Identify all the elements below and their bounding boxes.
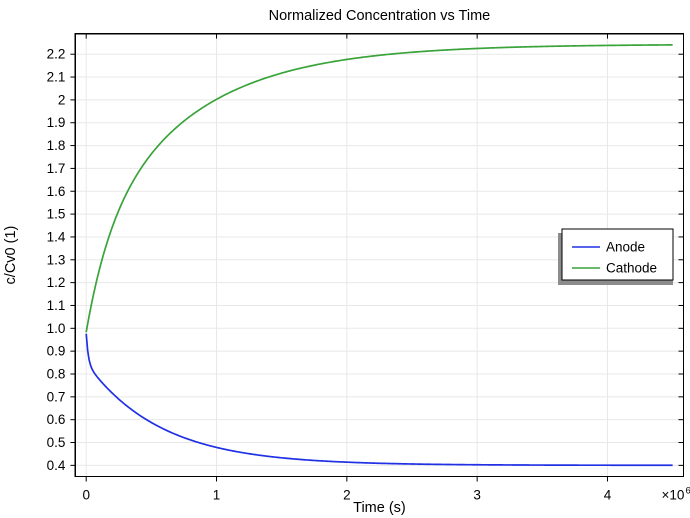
svg-text:1.5: 1.5 — [47, 207, 66, 222]
svg-text:0: 0 — [82, 488, 90, 503]
svg-text:c/Cv0 (1): c/Cv0 (1) — [3, 226, 19, 285]
svg-text:0.6: 0.6 — [47, 412, 66, 427]
svg-text:0.7: 0.7 — [47, 389, 66, 404]
svg-text:1.3: 1.3 — [47, 252, 66, 267]
svg-text:1.6: 1.6 — [47, 184, 66, 199]
svg-text:4: 4 — [604, 488, 612, 503]
svg-text:Normalized Concentration vs Ti: Normalized Concentration vs Time — [269, 8, 491, 24]
svg-text:2: 2 — [343, 488, 351, 503]
svg-text:0.4: 0.4 — [47, 458, 66, 473]
svg-text:1.2: 1.2 — [47, 275, 66, 290]
svg-text:1.8: 1.8 — [47, 138, 66, 153]
svg-text:0.8: 0.8 — [47, 366, 66, 381]
svg-text:1.9: 1.9 — [47, 115, 66, 130]
svg-text:6: 6 — [686, 486, 690, 497]
svg-text:3: 3 — [473, 488, 481, 503]
svg-text:1: 1 — [213, 488, 221, 503]
svg-text:Time (s): Time (s) — [353, 500, 406, 516]
svg-text:0.5: 0.5 — [47, 435, 66, 450]
svg-text:1.4: 1.4 — [47, 229, 66, 244]
svg-text:0.9: 0.9 — [47, 344, 66, 359]
svg-text:×10: ×10 — [662, 488, 685, 503]
svg-text:2: 2 — [58, 92, 66, 107]
svg-text:2.2: 2.2 — [47, 47, 66, 62]
svg-text:Anode: Anode — [606, 240, 645, 255]
svg-text:1.0: 1.0 — [47, 321, 66, 336]
svg-text:1.7: 1.7 — [47, 161, 66, 176]
svg-text:Cathode: Cathode — [606, 261, 657, 276]
svg-text:2.1: 2.1 — [47, 70, 66, 85]
svg-text:1.1: 1.1 — [47, 298, 66, 313]
